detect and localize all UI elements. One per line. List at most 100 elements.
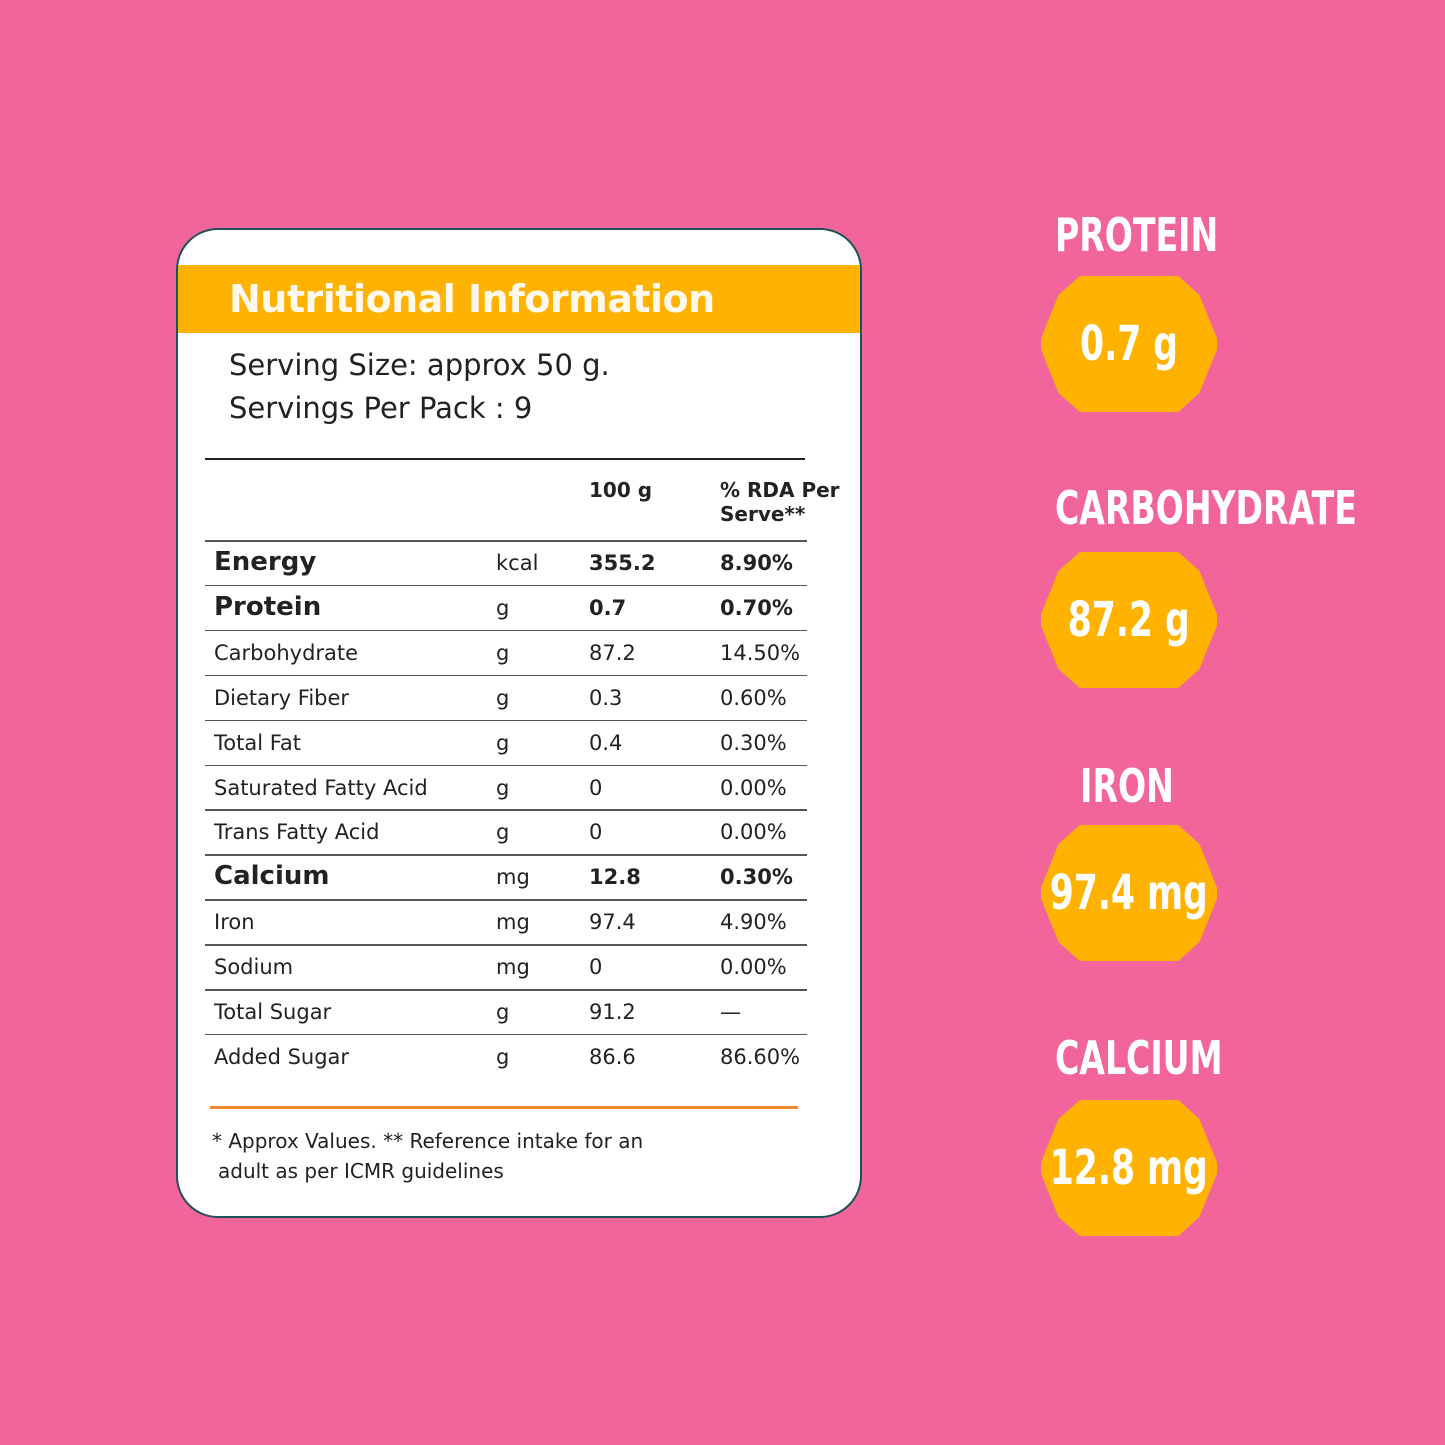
nutrient-row: Dietary Fiber g 0.3 0.60% [178, 676, 860, 721]
nutrient-unit: g [496, 775, 510, 800]
label-title: Nutritional Information [229, 277, 715, 321]
nutrient-name: Sodium [214, 955, 294, 980]
row-divider [205, 764, 807, 766]
nutrient-row: Calcium mg 12.8 0.30% [178, 855, 860, 900]
highlight-badge: 97.4 mg [1041, 825, 1217, 961]
nutrient-unit: g [496, 595, 510, 620]
highlight-label: IRON [1027, 759, 1227, 813]
nutrient-rda: 4.90% [720, 910, 787, 935]
footer-divider [210, 1106, 798, 1109]
highlight-label: CARBOHYDRATE [1027, 481, 1357, 535]
column-header-rda: % RDA Per Serve** [720, 478, 840, 526]
nutrient-name: Total Fat [214, 730, 301, 755]
nutrient-name: Carbohydrate [214, 640, 359, 665]
row-divider [205, 1033, 807, 1036]
nutrient-value: 86.6 [589, 1044, 636, 1069]
nutrient-name: Dietary Fiber [214, 685, 350, 710]
highlight-label-text: CALCIUM [1055, 1031, 1223, 1085]
nutrient-value: 0.3 [589, 685, 623, 710]
title-band: Nutritional Information [178, 265, 860, 333]
nutrition-label-card: Nutritional Information Serving Size: ap… [176, 228, 862, 1218]
highlight-label-text: IRON [1080, 759, 1174, 813]
rda-line-2: Serve** [720, 502, 806, 526]
row-divider [205, 854, 807, 856]
highlight-label: CALCIUM [1027, 1031, 1227, 1085]
nutrient-name: Calcium [214, 861, 330, 892]
serving-size: Serving Size: approx 50 g. [229, 348, 610, 382]
nutrient-row: Energy kcal 355.2 8.90% [178, 541, 860, 586]
nutrient-unit: g [496, 1000, 510, 1024]
row-divider [205, 719, 807, 722]
nutrient-name: Energy [214, 547, 317, 577]
nutrient-rda: — [720, 1000, 741, 1024]
highlight-badge: 87.2 g [1041, 552, 1217, 688]
nutrient-row: Iron mg 97.4 4.90% [178, 900, 860, 945]
highlight-value: 0.7 g [1079, 316, 1178, 372]
nutrient-unit: g [496, 1044, 510, 1069]
row-divider [205, 584, 807, 587]
row-divider [205, 629, 807, 632]
nutrient-row: Protein g 0.7 0.70% [178, 586, 860, 631]
nutrient-rda: 0.00% [720, 820, 787, 845]
highlight-value: 87.2 g [1067, 592, 1191, 648]
nutrient-name: Iron [214, 910, 255, 935]
highlight-label-text: CARBOHYDRATE [1055, 481, 1357, 535]
nutrient-name: Saturated Fatty Acid [214, 775, 428, 800]
nutrient-unit: g [496, 730, 510, 755]
footnote-line-2: adult as per ICMR guidelines [218, 1159, 504, 1183]
row-divider [205, 674, 807, 677]
row-divider [205, 989, 807, 991]
divider [205, 458, 805, 460]
rda-line-1: % RDA Per [720, 478, 840, 502]
nutrient-name: Protein [214, 591, 322, 622]
row-divider [205, 944, 807, 946]
nutrient-row: Carbohydrate g 87.2 14.50% [178, 631, 860, 676]
highlight-badge: 12.8 mg [1041, 1100, 1217, 1236]
nutrient-value: 0.4 [589, 730, 623, 755]
nutrient-value: 91.2 [589, 1000, 636, 1024]
nutrient-value: 0 [589, 820, 603, 845]
row-divider [205, 899, 807, 901]
nutrient-rda: 86.60% [720, 1044, 801, 1069]
nutrient-row: Sodium mg 0 0.00% [178, 945, 860, 990]
row-divider [205, 809, 807, 811]
highlight-label-text: PROTEIN [1055, 208, 1219, 262]
nutrient-rda: 0.30% [720, 730, 787, 755]
nutrient-row: Saturated Fatty Acid g 0 0.00% [178, 766, 860, 811]
column-header-100g: 100 g [589, 478, 653, 502]
nutrient-value: 0.7 [589, 595, 627, 620]
nutrient-rda: 8.90% [720, 551, 793, 575]
nutrient-value: 87.2 [589, 640, 636, 665]
nutrient-rda: 0.00% [720, 775, 787, 800]
nutrient-value: 355.2 [589, 551, 656, 575]
highlight-value: 97.4 mg [1049, 865, 1209, 921]
servings-per-pack: Servings Per Pack : 9 [229, 391, 533, 425]
highlight-badge: 0.7 g [1041, 276, 1217, 412]
nutrient-unit: mg [496, 910, 530, 935]
nutrient-rda: 14.50% [720, 640, 801, 665]
nutrient-row: Trans Fatty Acid g 0 0.00% [178, 810, 860, 855]
nutrient-unit: g [496, 685, 510, 710]
nutrient-rda: 0.30% [720, 865, 793, 890]
nutrient-name: Total Sugar [214, 1000, 332, 1024]
nutrient-unit: mg [496, 955, 530, 980]
nutrient-row: Total Fat g 0.4 0.30% [178, 721, 860, 766]
nutrient-value: 12.8 [589, 865, 641, 890]
nutrient-rda: 0.60% [720, 685, 787, 710]
nutrient-value: 0 [589, 775, 603, 800]
footnote: * Approx Values. ** Reference intake for… [212, 1126, 643, 1186]
nutrient-value: 0 [589, 955, 603, 980]
nutrient-rda: 0.00% [720, 955, 787, 980]
nutrient-unit: g [496, 640, 510, 665]
nutrient-value: 97.4 [589, 910, 636, 935]
highlight-value: 12.8 mg [1049, 1140, 1209, 1196]
nutrient-unit: kcal [496, 551, 539, 575]
nutrient-name: Added Sugar [214, 1044, 350, 1069]
highlight-label: PROTEIN [1027, 208, 1227, 262]
nutrient-unit: mg [496, 865, 530, 890]
nutrient-name: Trans Fatty Acid [214, 820, 380, 845]
nutrient-rda: 0.70% [720, 595, 793, 620]
nutrient-unit: g [496, 820, 510, 845]
nutrient-row: Added Sugar g 86.6 86.60% [178, 1035, 860, 1080]
row-divider [205, 540, 807, 542]
